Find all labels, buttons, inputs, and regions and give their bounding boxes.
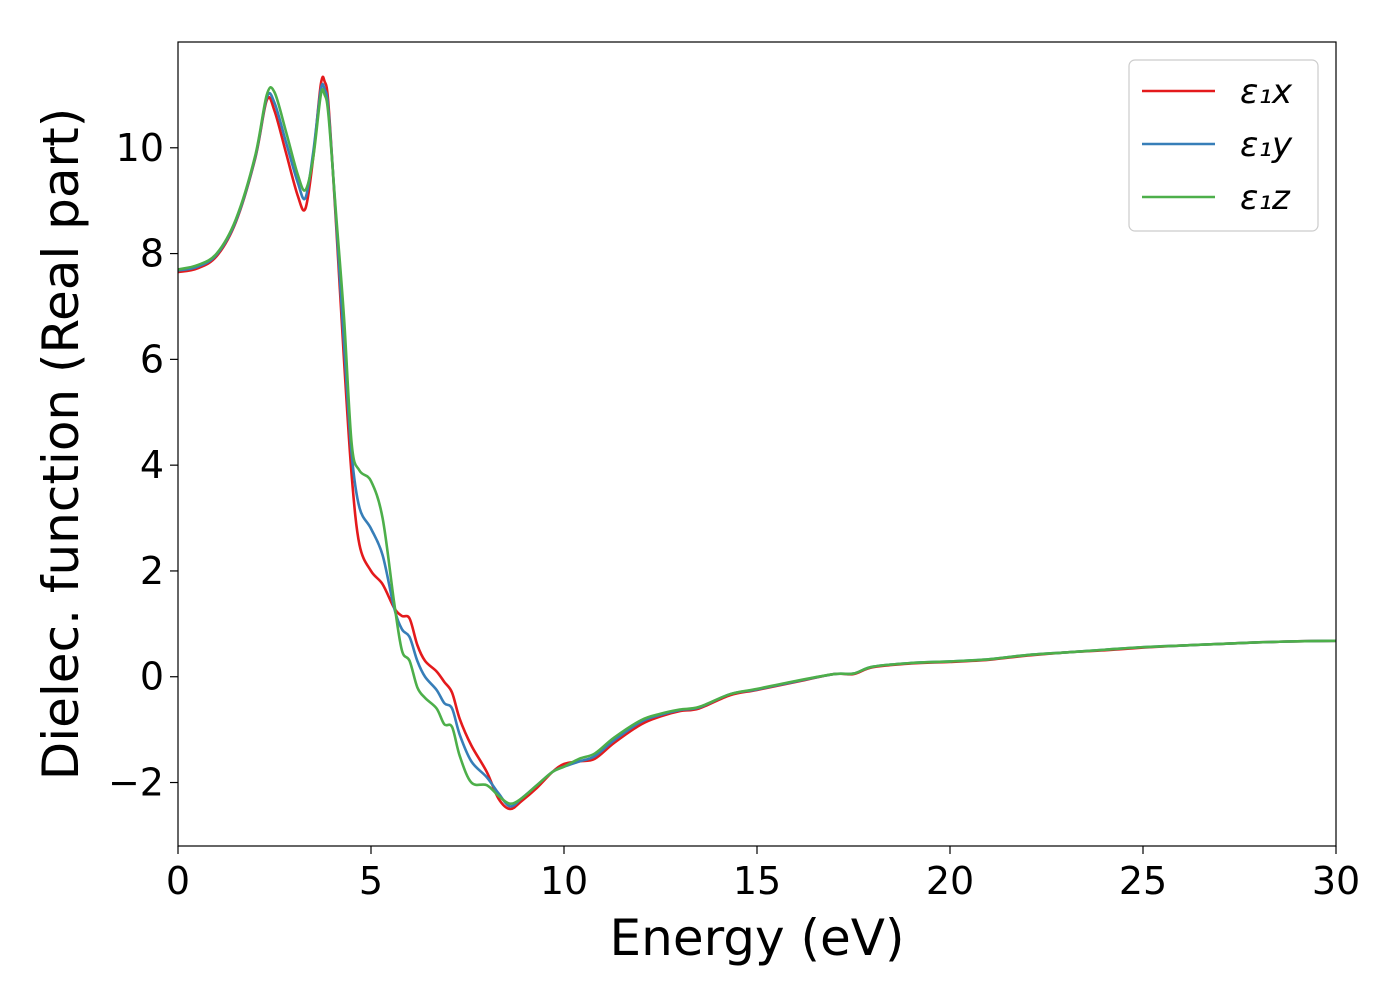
y-tick-label: 4	[140, 443, 164, 487]
y-tick-label: 6	[140, 337, 164, 381]
legend-entry-1: ε₁x	[1240, 72, 1293, 112]
y-tick-label: 8	[140, 232, 164, 276]
x-tick-label: 30	[1312, 859, 1360, 903]
x-axis: 0 5 10 15 20 25 30	[166, 846, 1360, 903]
legend: ε₁x ε₁y ε₁z	[1128, 59, 1319, 232]
series-line-3	[178, 85, 1336, 806]
x-axis-label: Energy (eV)	[610, 909, 905, 967]
legend-entry-2: ε₁y	[1240, 125, 1293, 165]
x-tick-label: 20	[926, 859, 974, 903]
x-tick-label: 0	[166, 859, 190, 903]
x-tick-label: 15	[733, 859, 781, 903]
y-axis: −2 0 2 4 6 8 10	[108, 126, 178, 805]
y-axis-label: Dielec. function (Real part)	[32, 108, 90, 780]
series-layer	[178, 75, 1336, 811]
x-tick-label: 25	[1119, 859, 1167, 903]
legend-entry-3: ε₁z	[1240, 178, 1291, 218]
y-tick-label: 0	[140, 655, 164, 699]
y-tick-label: 10	[116, 126, 164, 170]
legend-box	[1128, 59, 1319, 232]
y-tick-label: 2	[140, 549, 164, 593]
x-tick-label: 10	[540, 859, 588, 903]
x-tick-label: 5	[359, 859, 383, 903]
y-tick-label: −2	[108, 761, 164, 805]
